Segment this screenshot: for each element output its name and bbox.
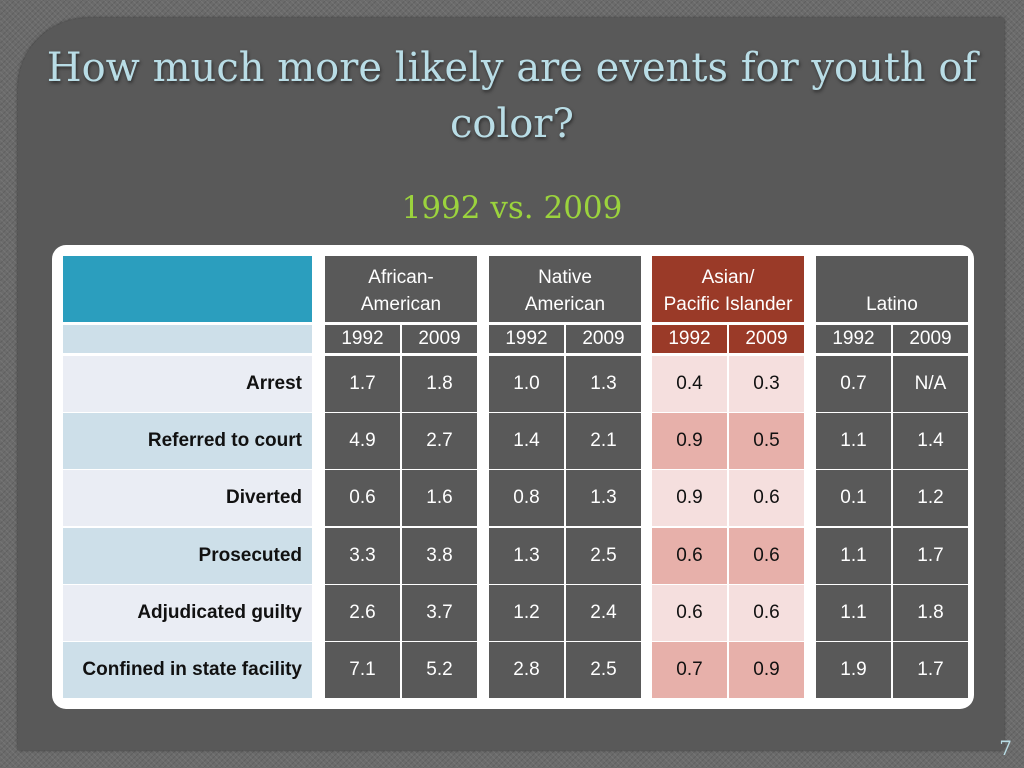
- table-cell: 5.2: [402, 642, 477, 698]
- table-cell: 1.1: [816, 413, 891, 469]
- table-cell: 0.9: [652, 470, 727, 526]
- table-cell: 1.8: [402, 356, 477, 412]
- table-cell: 1.4: [489, 413, 564, 469]
- table-cell: 4.9: [325, 413, 400, 469]
- table-cell: 2.5: [566, 528, 641, 584]
- table-cell: 0.4: [652, 356, 727, 412]
- table-cell: 1.6: [402, 470, 477, 526]
- row-label: Arrest: [63, 356, 312, 412]
- year-header: 1992: [489, 325, 564, 353]
- row-label: Referred to court: [63, 413, 312, 469]
- year-header: 2009: [893, 325, 968, 353]
- table-cell: 0.6: [729, 585, 804, 641]
- table-cell: 1.7: [893, 528, 968, 584]
- table-cell: 0.7: [816, 356, 891, 412]
- column-group-header: Latino: [816, 256, 968, 322]
- table-cell: 0.1: [816, 470, 891, 526]
- table-cell: 2.4: [566, 585, 641, 641]
- table-cell: 1.4: [893, 413, 968, 469]
- year-header: 2009: [402, 325, 477, 353]
- year-header: 1992: [816, 325, 891, 353]
- year-header: 1992: [652, 325, 727, 353]
- table-cell: 1.3: [566, 470, 641, 526]
- row-label: Adjudicated guilty: [63, 585, 312, 641]
- table-cell: 1.3: [566, 356, 641, 412]
- row-label: Diverted: [63, 470, 312, 526]
- table-cell: 0.9: [729, 642, 804, 698]
- table-cell: 1.2: [893, 470, 968, 526]
- table-cell: 1.1: [816, 585, 891, 641]
- table-cell: 2.8: [489, 642, 564, 698]
- table-cell: 0.9: [652, 413, 727, 469]
- table-cell: 2.1: [566, 413, 641, 469]
- table-cell: 0.6: [325, 470, 400, 526]
- table-cell: 1.0: [489, 356, 564, 412]
- slide-subtitle: 1992 vs. 2009: [401, 190, 623, 226]
- table-cell: 1.7: [325, 356, 400, 412]
- column-group-header: African- American: [325, 256, 477, 322]
- year-header: 2009: [566, 325, 641, 353]
- table-cell: 1.8: [893, 585, 968, 641]
- table-cell: 1.9: [816, 642, 891, 698]
- year-header: 1992: [325, 325, 400, 353]
- table-cell: 1.3: [489, 528, 564, 584]
- row-label: Confined in state facility: [63, 642, 312, 698]
- table-cell: 1.2: [489, 585, 564, 641]
- row-label: Prosecuted: [63, 528, 312, 584]
- table-cell: 7.1: [325, 642, 400, 698]
- table-cell: 0.3: [729, 356, 804, 412]
- table-cell: 3.3: [325, 528, 400, 584]
- column-group-header: Asian/ Pacific Islander: [652, 256, 804, 322]
- table-cell: 0.6: [729, 470, 804, 526]
- table-cell: 0.6: [652, 528, 727, 584]
- table-cell: 2.5: [566, 642, 641, 698]
- table-cell: 2.6: [325, 585, 400, 641]
- table-cell: 3.8: [402, 528, 477, 584]
- table-cell: 0.7: [652, 642, 727, 698]
- column-group-header: Native American: [489, 256, 641, 322]
- row-label-header: [63, 256, 312, 322]
- table-cell: N/A: [893, 356, 968, 412]
- table-cell: 1.7: [893, 642, 968, 698]
- table-cell: 2.7: [402, 413, 477, 469]
- table-cell: 0.8: [489, 470, 564, 526]
- year-label-spacer: [63, 325, 312, 353]
- page-number: 7: [999, 736, 1012, 760]
- year-header: 2009: [729, 325, 804, 353]
- table-cell: 0.6: [652, 585, 727, 641]
- table-cell: 0.6: [729, 528, 804, 584]
- table-cell: 0.5: [729, 413, 804, 469]
- table-cell: 1.1: [816, 528, 891, 584]
- table-cell: 3.7: [402, 585, 477, 641]
- slide-title: How much more likely are events for yout…: [46, 45, 978, 147]
